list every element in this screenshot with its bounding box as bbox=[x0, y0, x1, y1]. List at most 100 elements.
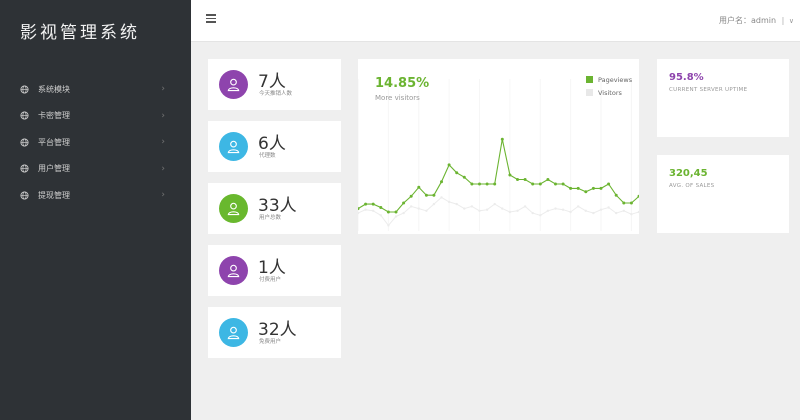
data-point-pageviews[interactable] bbox=[371, 202, 375, 206]
data-point-pageviews[interactable] bbox=[629, 201, 633, 205]
data-point-visitors[interactable] bbox=[417, 207, 420, 210]
data-point-visitors[interactable] bbox=[379, 214, 382, 217]
data-point-visitors[interactable] bbox=[470, 205, 474, 208]
data-point-visitors[interactable] bbox=[577, 205, 580, 208]
chevron-right-icon: › bbox=[161, 190, 165, 201]
data-point-pageviews[interactable] bbox=[440, 180, 443, 184]
data-point-pageviews[interactable] bbox=[417, 185, 421, 189]
sidebar-item-withdraw[interactable]: 提现管理 › bbox=[0, 182, 191, 209]
data-point-pageviews[interactable] bbox=[523, 178, 527, 181]
data-point-visitors[interactable] bbox=[637, 210, 639, 214]
data-point-visitors[interactable] bbox=[622, 209, 625, 212]
sidebar-item-users[interactable]: 用户管理 › bbox=[0, 156, 191, 183]
data-point-pageviews[interactable] bbox=[424, 193, 428, 197]
stat-label: 用户总数 bbox=[259, 215, 282, 221]
data-point-visitors[interactable] bbox=[607, 206, 610, 209]
user-avatar-icon bbox=[219, 70, 248, 99]
data-point-visitors[interactable] bbox=[501, 207, 504, 210]
data-point-pageviews[interactable] bbox=[364, 202, 368, 206]
data-point-pageviews[interactable] bbox=[500, 137, 504, 141]
data-point-visitors[interactable] bbox=[478, 209, 481, 212]
data-point-visitors[interactable] bbox=[387, 224, 390, 227]
sidebar-item-label: 平台管理 bbox=[38, 137, 70, 147]
data-point-visitors[interactable] bbox=[372, 209, 375, 212]
data-point-visitors[interactable] bbox=[615, 211, 618, 215]
data-point-visitors[interactable] bbox=[410, 205, 413, 208]
data-point-visitors[interactable] bbox=[447, 200, 451, 204]
stat-card-today-promoted: 7人 今天推销人数 bbox=[208, 59, 341, 110]
data-point-visitors[interactable] bbox=[546, 209, 550, 212]
data-point-pageviews[interactable] bbox=[569, 186, 573, 190]
data-point-visitors[interactable] bbox=[455, 202, 458, 206]
data-point-pageviews[interactable] bbox=[599, 186, 603, 190]
data-point-visitors[interactable] bbox=[516, 209, 519, 212]
data-point-pageviews[interactable] bbox=[516, 178, 519, 181]
data-point-pageviews[interactable] bbox=[637, 194, 640, 198]
data-point-pageviews[interactable] bbox=[493, 182, 497, 186]
data-point-pageviews[interactable] bbox=[358, 207, 360, 211]
data-point-pageviews[interactable] bbox=[409, 194, 413, 198]
sidebar-item-platform[interactable]: 平台管理 › bbox=[0, 129, 191, 156]
legend-label: Visitors bbox=[598, 88, 622, 97]
sidebar-item-system[interactable]: 系统模块 › bbox=[0, 76, 191, 103]
data-point-pageviews[interactable] bbox=[394, 210, 398, 214]
data-point-pageviews[interactable] bbox=[508, 173, 512, 177]
stat-card-paid-users: 1人 付费用户 bbox=[208, 245, 341, 296]
data-point-visitors[interactable] bbox=[402, 211, 405, 215]
top-bar: 用户名：admin | ∨ bbox=[191, 0, 800, 42]
data-point-visitors[interactable] bbox=[493, 202, 496, 206]
user-menu-separator: | bbox=[781, 16, 785, 25]
data-point-pageviews[interactable] bbox=[462, 175, 466, 179]
data-point-pageviews[interactable] bbox=[591, 186, 595, 190]
user-avatar-icon bbox=[219, 318, 248, 347]
data-point-visitors[interactable] bbox=[523, 205, 527, 208]
data-point-pageviews[interactable] bbox=[470, 182, 474, 186]
chevron-right-icon: › bbox=[161, 84, 165, 95]
data-point-pageviews[interactable] bbox=[607, 182, 611, 186]
data-point-pageviews[interactable] bbox=[402, 201, 406, 205]
data-point-pageviews[interactable] bbox=[386, 210, 390, 214]
data-point-visitors[interactable] bbox=[599, 208, 603, 211]
user-menu[interactable]: 用户名：admin | ∨ bbox=[719, 15, 794, 26]
data-point-visitors[interactable] bbox=[425, 209, 428, 212]
data-point-pageviews[interactable] bbox=[478, 182, 481, 186]
data-point-visitors[interactable] bbox=[539, 214, 542, 217]
data-point-pageviews[interactable] bbox=[584, 190, 588, 194]
sidebar-item-cards[interactable]: 卡密管理 › bbox=[0, 103, 191, 130]
data-point-pageviews[interactable] bbox=[538, 182, 542, 186]
uptime-label: CURRENT SERVER UPTIME bbox=[669, 87, 748, 93]
data-point-visitors[interactable] bbox=[394, 215, 398, 218]
data-point-pageviews[interactable] bbox=[485, 182, 489, 186]
data-point-visitors[interactable] bbox=[569, 210, 572, 214]
menu-toggle-icon[interactable] bbox=[206, 14, 216, 24]
data-point-visitors[interactable] bbox=[592, 211, 595, 215]
data-point-pageviews[interactable] bbox=[447, 163, 451, 167]
data-point-pageviews[interactable] bbox=[576, 186, 580, 190]
stat-value: 1人 bbox=[258, 258, 286, 278]
legend-swatch bbox=[586, 89, 593, 96]
data-point-pageviews[interactable] bbox=[546, 178, 550, 181]
data-point-visitors[interactable] bbox=[508, 210, 512, 214]
data-point-visitors[interactable] bbox=[485, 208, 489, 211]
data-point-pageviews[interactable] bbox=[554, 182, 557, 186]
data-point-visitors[interactable] bbox=[440, 196, 443, 199]
data-point-pageviews[interactable] bbox=[561, 182, 565, 186]
data-point-pageviews[interactable] bbox=[379, 206, 383, 209]
data-point-pageviews[interactable] bbox=[455, 171, 459, 175]
data-point-visitors[interactable] bbox=[554, 207, 557, 210]
data-point-pageviews[interactable] bbox=[531, 182, 535, 186]
data-point-visitors[interactable] bbox=[584, 209, 587, 212]
data-point-visitors[interactable] bbox=[463, 207, 466, 210]
data-point-visitors[interactable] bbox=[561, 208, 565, 211]
data-point-visitors[interactable] bbox=[364, 208, 367, 211]
data-point-pageviews[interactable] bbox=[622, 201, 626, 205]
data-point-visitors[interactable] bbox=[630, 213, 633, 216]
user-avatar-icon bbox=[219, 132, 248, 161]
sales-value: 320,45 bbox=[669, 168, 708, 179]
data-point-visitors[interactable] bbox=[432, 202, 436, 206]
data-point-pageviews[interactable] bbox=[614, 193, 618, 197]
data-point-visitors[interactable] bbox=[358, 211, 360, 215]
data-point-pageviews[interactable] bbox=[432, 193, 436, 197]
chart-legend: Pageviews Visitors bbox=[586, 73, 632, 99]
data-point-visitors[interactable] bbox=[531, 211, 534, 215]
